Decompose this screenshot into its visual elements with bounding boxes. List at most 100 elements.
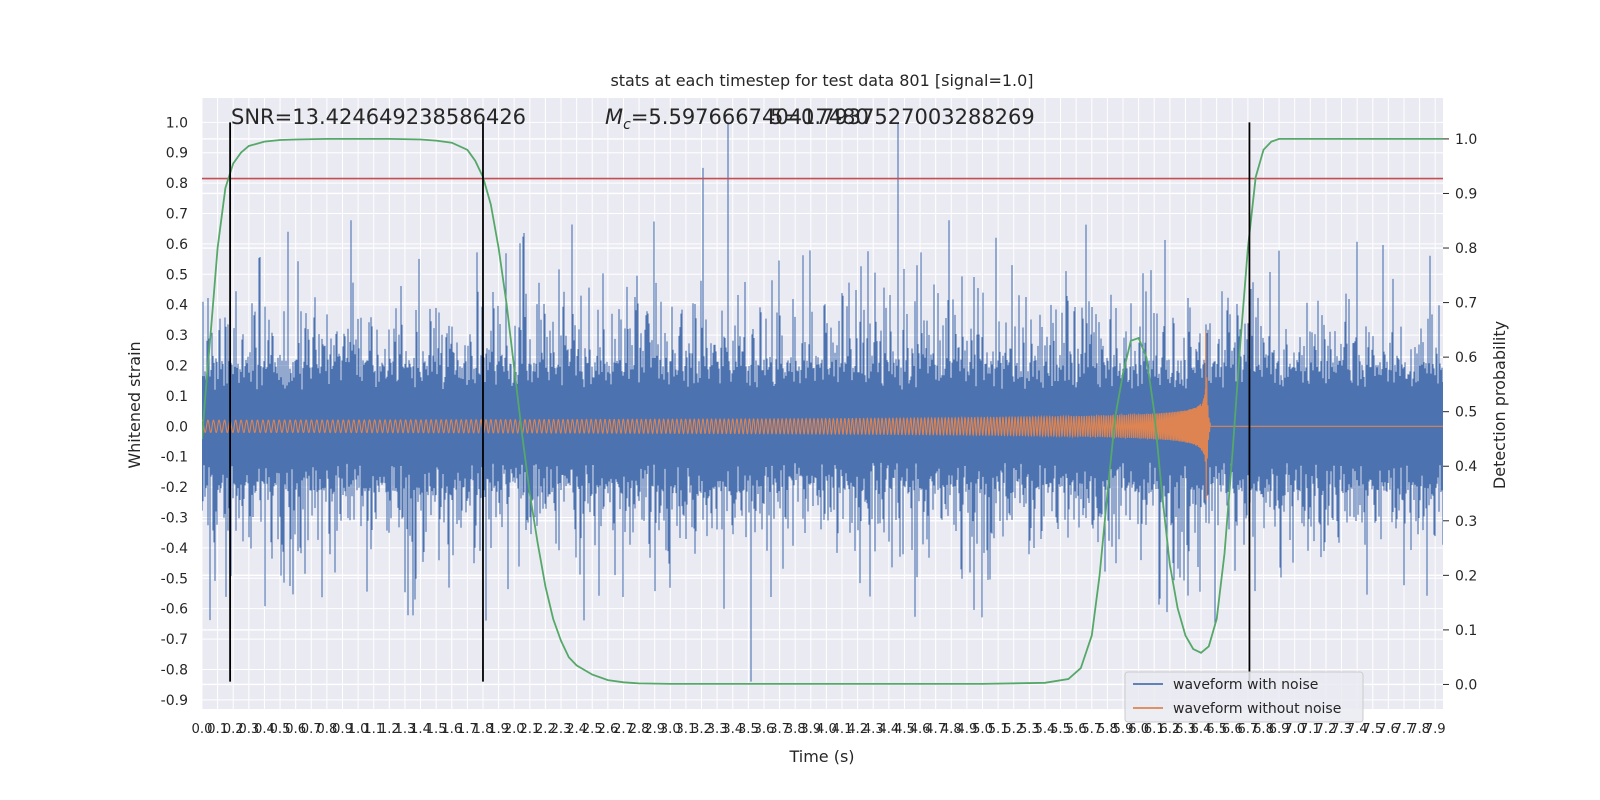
x-tick-label: 0.6 [285, 722, 306, 737]
x-axis-label: Time (s) [788, 747, 854, 766]
x-tick-label: 1.0 [348, 722, 369, 737]
x-tick-label: 1.7 [457, 722, 478, 737]
y-tick-label: 0.1 [166, 389, 188, 405]
x-tick-label: 3.1 [675, 722, 696, 737]
x-tick-label: 4.5 [894, 722, 915, 737]
y2-tick-label: 1.0 [1455, 132, 1477, 148]
x-tick-label: 4.1 [832, 722, 853, 737]
x-tick-label: 5.1 [988, 722, 1009, 737]
x-tick-label: 4.6 [910, 722, 931, 737]
y-tick-label: 0.3 [166, 328, 188, 344]
x-tick-label: 2.3 [551, 722, 572, 737]
snr-annotation: SNR=13.424649238586426 [231, 105, 526, 129]
y-tick-label: 0.5 [166, 267, 188, 283]
x-tick-label: 1.2 [379, 722, 400, 737]
legend-label-clean: waveform without noise [1173, 701, 1341, 717]
x-axis-ticks: 0.00.10.20.30.40.50.60.70.80.91.01.11.21… [192, 722, 1446, 737]
x-tick-label: 1.3 [394, 722, 415, 737]
x-tick-label: 2.4 [566, 722, 587, 737]
overlap-annotation: 5=0.7937527003288269 [770, 105, 1035, 129]
x-tick-label: 5.4 [1034, 722, 1055, 737]
x-tick-label: 7.9 [1425, 722, 1446, 737]
x-tick-label: 3.8 [785, 722, 806, 737]
x-tick-label: 0.8 [316, 722, 337, 737]
x-tick-label: 2.8 [629, 722, 650, 737]
x-tick-label: 1.8 [472, 722, 493, 737]
y-tick-label: 0.9 [166, 146, 188, 162]
x-tick-label: 2.5 [582, 722, 603, 737]
x-tick-label: 0.3 [238, 722, 259, 737]
y2-tick-label: 0.8 [1455, 241, 1477, 257]
x-tick-label: 3.2 [691, 722, 712, 737]
y2-axis-label: Detection probability [1490, 321, 1509, 489]
x-tick-label: 6.1 [1144, 722, 1165, 737]
x-tick-label: 3.6 [753, 722, 774, 737]
x-tick-label: 2.1 [519, 722, 540, 737]
x-tick-label: 6.7 [1237, 722, 1258, 737]
x-tick-label: 4.4 [878, 722, 899, 737]
y-tick-label: 0.4 [166, 298, 188, 314]
x-tick-label: 5.0 [972, 722, 993, 737]
y2-tick-label: 0.9 [1455, 186, 1477, 202]
x-tick-label: 2.6 [597, 722, 618, 737]
chirp-mass-subscript: c [623, 117, 631, 133]
chirp-mass-symbol: M [605, 105, 623, 129]
legend-label-noise: waveform with noise [1173, 677, 1318, 693]
x-tick-label: 5.2 [1003, 722, 1024, 737]
y2-axis-ticks: 1.0 0.9 0.8 0.7 0.6 0.5 0.4 0.3 0.2 0.1 0.0 [1443, 132, 1477, 693]
x-tick-label: 3.5 [738, 722, 759, 737]
x-tick-label: 5.6 [1066, 722, 1087, 737]
y-axis-ticks: 1.0 0.9 0.8 0.7 0.6 0.5 0.4 0.3 0.2 0.1 0.0 -0.1 -0.… [161, 115, 188, 709]
x-tick-label: 6.5 [1206, 722, 1227, 737]
x-tick-label: 0.4 [254, 722, 275, 737]
y-tick-label: -0.3 [161, 510, 188, 526]
x-tick-label: 2.9 [644, 722, 665, 737]
series-detection-probability [202, 138, 1443, 685]
x-tick-label: 6.0 [1128, 722, 1149, 737]
y-axis-label: Whitened strain [125, 341, 144, 468]
y-tick-label: -0.2 [161, 480, 188, 496]
y-tick-label: 0.8 [166, 176, 188, 192]
y2-tick-label: 0.0 [1455, 677, 1477, 693]
y-tick-label: -0.4 [161, 541, 188, 557]
x-tick-label: 0.1 [207, 722, 228, 737]
y2-tick-label: 0.6 [1455, 350, 1477, 366]
x-tick-label: 5.5 [1050, 722, 1071, 737]
x-tick-label: 3.9 [800, 722, 821, 737]
x-tick-label: 6.3 [1175, 722, 1196, 737]
x-tick-label: 0.2 [223, 722, 244, 737]
x-tick-label: 7.4 [1347, 722, 1368, 737]
x-tick-label: 7.2 [1315, 722, 1336, 737]
x-tick-label: 0.5 [270, 722, 291, 737]
x-tick-label: 7.0 [1284, 722, 1305, 737]
y2-tick-label: 0.4 [1455, 459, 1477, 475]
x-tick-label: 1.4 [410, 722, 431, 737]
x-tick-label: 4.3 [863, 722, 884, 737]
x-tick-label: 0.7 [301, 722, 322, 737]
x-tick-label: 7.7 [1393, 722, 1414, 737]
x-tick-label: 1.5 [426, 722, 447, 737]
chirp-mass-annotation: Mc=5.597666740417480 [605, 105, 869, 133]
y-tick-label: -0.5 [161, 571, 188, 587]
x-tick-label: 5.3 [1019, 722, 1040, 737]
y-tick-label: -0.7 [161, 632, 188, 648]
x-tick-label: 2.0 [504, 722, 525, 737]
y-tick-label: -0.6 [161, 602, 188, 618]
x-tick-label: 5.7 [1081, 722, 1102, 737]
x-tick-label: 4.0 [816, 722, 837, 737]
event-markers [229, 122, 1251, 682]
x-tick-label: 0.0 [192, 722, 213, 737]
x-tick-label: 5.8 [1097, 722, 1118, 737]
x-tick-label: 6.2 [1159, 722, 1180, 737]
x-tick-label: 7.3 [1331, 722, 1352, 737]
y2-tick-label: 0.1 [1455, 623, 1477, 639]
x-tick-label: 7.1 [1300, 722, 1321, 737]
x-tick-label: 3.7 [769, 722, 790, 737]
chirp-mass-value: =5.597666740417480 [631, 105, 869, 129]
y2-tick-label: 0.3 [1455, 514, 1477, 530]
y-tick-label: 0.0 [166, 419, 188, 435]
y-tick-label: 0.2 [166, 359, 188, 375]
x-tick-label: 6.8 [1253, 722, 1274, 737]
x-tick-label: 7.5 [1362, 722, 1383, 737]
